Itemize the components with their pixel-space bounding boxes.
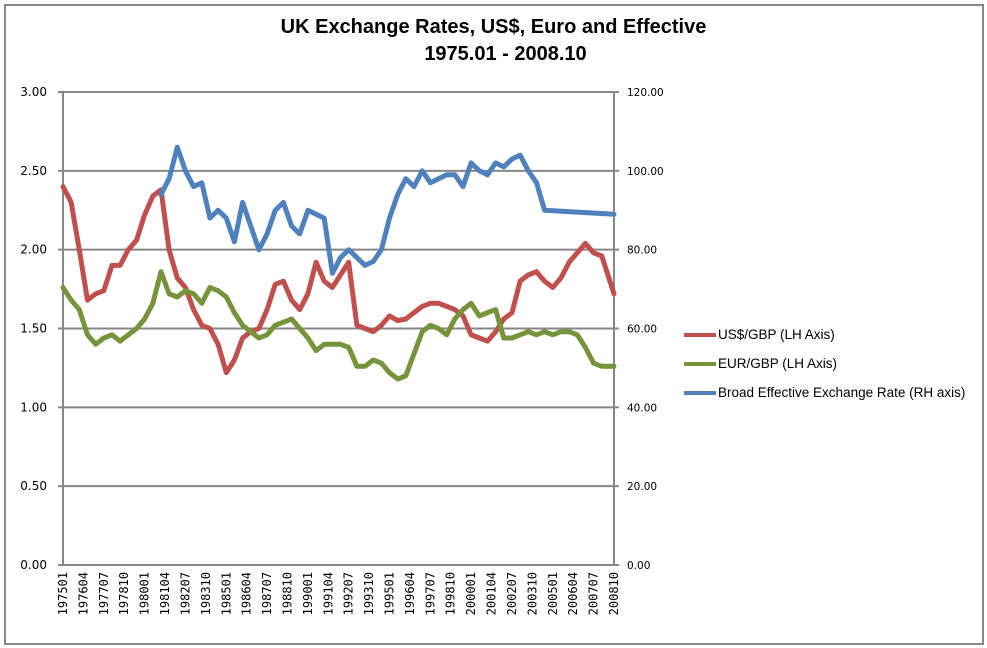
left-axis-tick-label: 0.00 [20,558,47,572]
x-axis-tick-label: 198604 [240,572,254,615]
chart-title-line1: UK Exchange Rates, US$, Euro and Effecti… [280,16,707,38]
tick-labels: 0.00 0.50 1.00 1.50 2.00 2.50 3.00 0.00 20.00 40.… [20,85,663,615]
x-axis-tick-label: 200310 [525,572,539,615]
right-axis-tick-label: 120.00 [627,87,664,99]
x-axis-tick-label: 200207 [505,572,519,615]
x-axis-tick-label: 199001 [301,572,315,615]
legend-item-eur: EUR/GBP (LH Axis) [684,349,965,378]
x-axis-tick-label: 197707 [97,572,111,615]
chart-frame [4,4,984,645]
x-axis-tick-label: 198104 [158,572,172,615]
left-axis-tick-label: 2.00 [20,243,47,257]
x-axis-tick-label: 198207 [178,572,192,615]
legend-swatch-effective [684,390,716,395]
left-axis-tick-label: 1.00 [20,400,47,414]
x-axis-tick-label: 198001 [138,572,152,615]
x-axis-tick-label: 197810 [117,572,131,615]
series-line-usd-gbp [60,184,617,376]
right-axis-tick-label: 20.00 [627,481,657,493]
legend-label-effective: Broad Effective Exchange Rate (RH axis) [718,385,966,400]
right-axis-tick-label: 100.00 [627,166,664,178]
series-line-eur-gbp [60,269,617,382]
legend-swatch-usd [684,332,716,337]
legend-item-effective: Broad Effective Exchange Rate (RH axis) [684,378,965,407]
legend-swatch-eur [684,361,716,366]
x-axis-tick-label: 197604 [76,572,90,615]
x-axis-tick-label: 198310 [199,572,213,615]
x-axis-tick-label: 198810 [280,572,294,615]
legend-item-usd: US$/GBP (LH Axis) [684,320,965,349]
series-group [60,144,617,382]
axes [58,91,619,566]
x-axis-tick-label: 200810 [607,572,621,615]
legend-label-eur: EUR/GBP (LH Axis) [718,356,838,371]
chart-title: UK Exchange Rates, US$, Euro and Effecti… [0,14,987,68]
x-axis-tick-label: 199310 [362,572,376,615]
x-axis-tick-label: 200104 [485,572,499,615]
x-axis-tick-label: 200707 [587,572,601,615]
left-axis-tick-label: 3.00 [20,85,47,99]
legend-label-usd: US$/GBP (LH Axis) [718,327,835,342]
x-axis-tick-label: 199501 [383,572,397,615]
right-axis-tick-label: 40.00 [627,402,657,414]
x-axis-tick-label: 199104 [321,572,335,615]
left-axis-tick-label: 0.50 [20,479,47,493]
series-line-effective-rate [158,144,617,276]
x-axis-tick-label: 199207 [342,572,356,615]
chart-subtitle: 1975.01 - 2008.10 [424,43,587,65]
x-axis-tick-label: 200501 [546,572,560,615]
left-axis-tick-label: 2.50 [20,164,47,178]
right-axis-tick-label: 60.00 [627,324,657,336]
x-axis-tick-label: 198501 [219,572,233,615]
legend: US$/GBP (LH Axis) EUR/GBP (LH Axis) Broa… [684,320,965,407]
x-axis-tick-label: 200001 [464,572,478,615]
x-axis-tick-label: 199810 [444,572,458,615]
right-axis-tick-label: 0.00 [627,560,650,572]
right-axis-tick-label: 80.00 [627,245,657,257]
x-axis-tick-label: 198707 [260,572,274,615]
x-axis-tick-label: 197501 [56,572,70,615]
x-axis-tick-label: 199707 [423,572,437,615]
x-axis-tick-label: 199604 [403,572,417,615]
x-axis-tick-label: 200604 [566,572,580,615]
left-axis-tick-label: 1.50 [20,322,47,336]
gridlines [63,91,614,488]
